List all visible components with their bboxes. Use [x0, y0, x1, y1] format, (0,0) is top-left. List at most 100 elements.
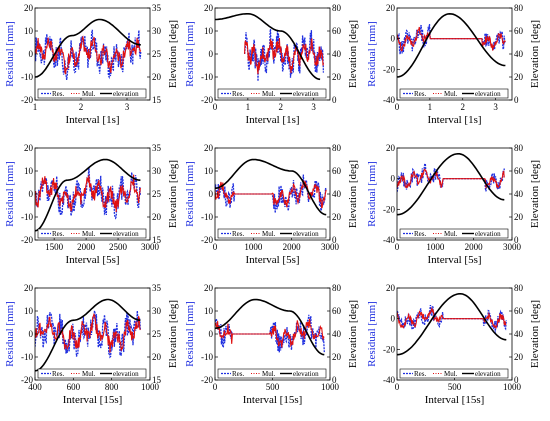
- legend-box: [399, 228, 509, 239]
- elevation-series: [35, 158, 141, 232]
- x-axis-label: Interval [5s]: [427, 254, 481, 266]
- legend: Res. Mul. elevation: [37, 88, 147, 99]
- multipath-series: [397, 26, 506, 52]
- x-tick-label: 3000: [503, 242, 522, 252]
- x-tick-label: 800: [105, 382, 119, 392]
- x-tick-label: 1500: [45, 242, 64, 252]
- x-tick-label: 0: [213, 382, 218, 392]
- legend-box: [217, 88, 327, 99]
- multipath-series: [35, 312, 141, 353]
- multipath-series: [35, 174, 141, 213]
- x-tick-label: 400: [28, 382, 42, 392]
- y-left-tick-label: -20: [383, 344, 395, 354]
- legend-elev-label: elevation: [113, 370, 139, 378]
- elevation-series: [397, 292, 507, 356]
- y-right-tick-label: 0: [514, 375, 519, 385]
- legend-box: [37, 228, 147, 239]
- legend: Res. Mul. elevation: [399, 88, 509, 99]
- x-tick-label: 1000: [426, 242, 445, 252]
- y-left-tick-label: -40: [383, 375, 395, 385]
- elevation-series: [397, 153, 505, 216]
- x-tick-label: 1000: [244, 242, 263, 252]
- legend-box: [399, 88, 509, 99]
- y-right-tick-label: 40: [332, 189, 342, 199]
- y-right-axis-label: Elevation [deg]: [167, 300, 179, 368]
- x-tick-label: 2: [460, 102, 465, 112]
- y-right-tick-label: 35: [152, 3, 162, 13]
- legend: Res. Mul. elevation: [37, 368, 147, 379]
- y-right-tick-label: 60: [514, 306, 524, 316]
- x-tick-label: 2: [278, 102, 283, 112]
- y-right-axis-label: Elevation [deg]: [529, 300, 541, 368]
- legend-res-label: Res.: [52, 370, 65, 378]
- y-left-axis-label: Residual [mm]: [366, 161, 378, 227]
- legend-mul-label: Mul.: [82, 230, 96, 238]
- y-left-axis-label: Residual [mm]: [366, 21, 378, 87]
- legend: Res. Mul. elevation: [217, 228, 327, 239]
- x-axis-label: Interval [5s]: [245, 254, 299, 266]
- y-left-axis-label: Residual [mm]: [4, 21, 16, 87]
- x-tick-label: 3: [311, 102, 316, 112]
- x-tick-label: 500: [266, 382, 280, 392]
- x-axis-label: Interval [1s]: [245, 114, 299, 126]
- y-right-tick-label: 20: [514, 352, 524, 362]
- y-left-tick-label: 20: [204, 3, 214, 13]
- y-right-tick-label: 0: [332, 375, 337, 385]
- subplot-2: 0 1 2 3 -20 -10 0 10 20 0 20 40 60 80 Interval [1s] Res…: [184, 3, 359, 126]
- plot-area: [215, 13, 325, 82]
- x-tick-label: 0: [395, 242, 400, 252]
- y-left-tick-label: 0: [209, 329, 214, 339]
- plot-area: [397, 153, 505, 216]
- y-left-tick-label: 10: [204, 306, 214, 316]
- subplot-8: 0 500 1000 -20 -10 0 10 20 0 20 40 60 80 Interval [15…: [184, 283, 359, 406]
- y-left-tick-label: 20: [204, 143, 214, 153]
- y-right-axis-label: Elevation [deg]: [529, 20, 541, 88]
- legend-elev-label: elevation: [475, 90, 501, 98]
- legend-res-label: Res.: [232, 90, 245, 98]
- y-right-tick-label: 35: [152, 283, 162, 293]
- y-right-axis-label: Elevation [deg]: [167, 20, 179, 88]
- x-tick-label: 0: [395, 102, 400, 112]
- y-right-tick-label: 40: [332, 329, 342, 339]
- x-tick-label: 2500: [109, 242, 128, 252]
- legend-mul-label: Mul.: [444, 370, 458, 378]
- y-left-tick-label: -40: [383, 95, 395, 105]
- y-right-tick-label: 60: [514, 166, 524, 176]
- y-right-axis-label: Elevation [deg]: [347, 160, 359, 228]
- y-left-tick-label: -10: [21, 212, 33, 222]
- subplot-5: 0 1000 2000 3000 -20 -10 0 10 20 0 20 40 60 80 Interva…: [184, 143, 359, 266]
- x-tick-label: 0: [213, 102, 218, 112]
- x-tick-label: 2: [79, 102, 84, 112]
- y-right-tick-label: 35: [152, 143, 162, 153]
- x-axis-label: Interval [15s]: [425, 394, 485, 406]
- y-left-tick-label: 10: [24, 306, 34, 316]
- y-right-tick-label: 40: [514, 329, 524, 339]
- y-left-tick-label: 0: [29, 49, 34, 59]
- y-right-tick-label: 60: [332, 166, 342, 176]
- legend: Res. Mul. elevation: [217, 88, 327, 99]
- y-left-axis-label: Residual [mm]: [366, 301, 378, 367]
- legend-mul-label: Mul.: [82, 370, 96, 378]
- y-left-tick-label: 0: [391, 34, 396, 44]
- legend-res-label: Res.: [414, 230, 427, 238]
- y-left-tick-label: 0: [29, 329, 34, 339]
- y-left-tick-label: 10: [204, 26, 214, 36]
- y-right-tick-label: 80: [514, 283, 524, 293]
- y-right-tick-label: 80: [332, 3, 342, 13]
- x-tick-label: 2000: [283, 242, 302, 252]
- y-left-tick-label: -20: [21, 375, 33, 385]
- legend-res-label: Res.: [414, 370, 427, 378]
- x-tick-label: 3: [125, 102, 130, 112]
- y-right-tick-label: 40: [514, 49, 524, 59]
- x-tick-label: 1000: [321, 382, 340, 392]
- y-left-axis-label: Residual [mm]: [184, 161, 196, 227]
- y-right-tick-label: 80: [514, 3, 524, 13]
- x-axis-label: Interval [1s]: [65, 114, 119, 126]
- y-right-tick-label: 20: [514, 72, 524, 82]
- y-right-tick-label: 80: [332, 143, 342, 153]
- multipath-series: [215, 180, 327, 209]
- y-right-tick-label: 25: [152, 49, 162, 59]
- y-right-tick-label: 0: [514, 95, 519, 105]
- y-right-axis-label: Elevation [deg]: [167, 160, 179, 228]
